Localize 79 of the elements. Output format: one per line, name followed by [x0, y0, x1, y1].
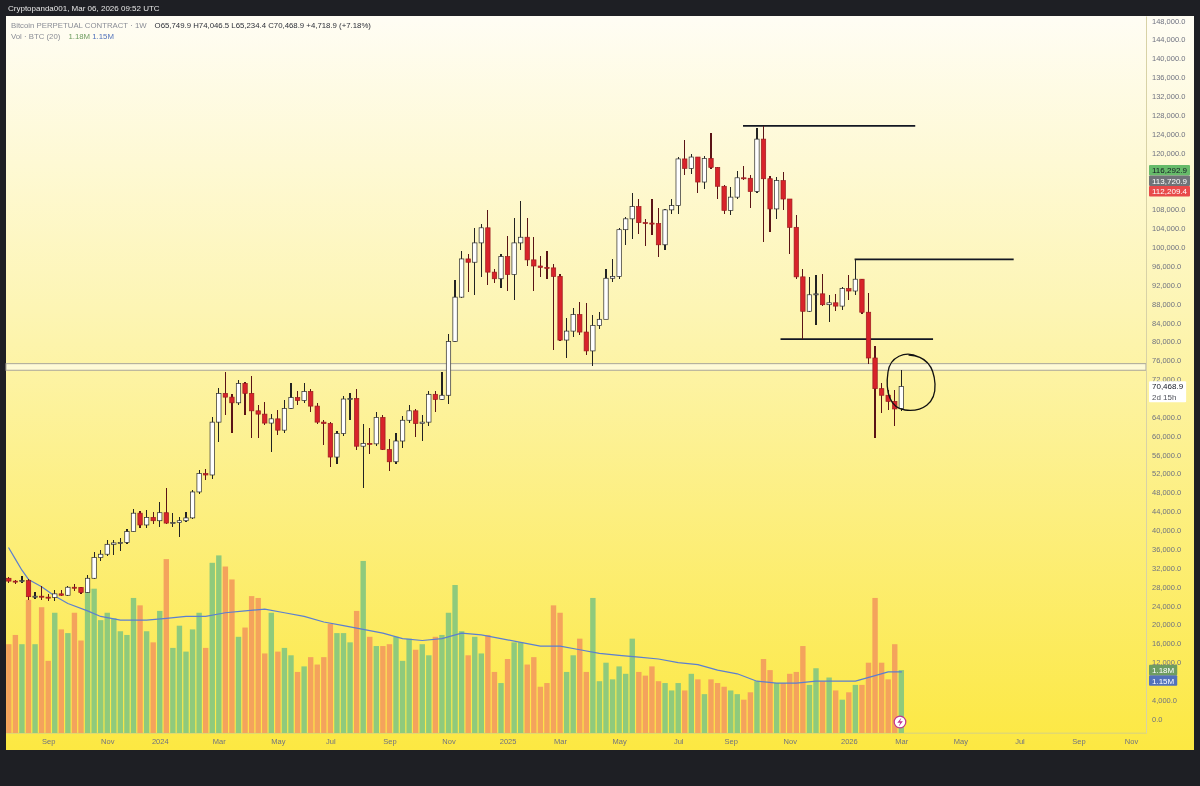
bar [360, 560, 366, 733]
candlestick [432, 390, 438, 413]
bar [465, 655, 471, 733]
candlestick [367, 427, 373, 455]
bar [32, 644, 38, 733]
candlestick [360, 422, 366, 489]
candlestick [32, 591, 38, 600]
text: 116,292.9 [1152, 166, 1188, 176]
bar [583, 671, 590, 733]
bar [19, 644, 25, 733]
bar [498, 683, 504, 733]
text: 70,468.9 [1152, 382, 1184, 392]
candlestick [852, 258, 858, 296]
candlestick [498, 253, 504, 289]
bar [754, 681, 760, 733]
candlestick [846, 274, 852, 302]
candlestick [25, 578, 32, 601]
bar [695, 679, 701, 733]
bar [137, 605, 143, 733]
candlestick [235, 379, 242, 406]
bar [629, 638, 635, 733]
text: 2d 15h [1152, 392, 1177, 402]
candlestick [898, 368, 904, 412]
bar [275, 651, 281, 733]
candlestick [157, 501, 163, 528]
bar [294, 671, 301, 733]
bar [819, 681, 826, 733]
bar [432, 636, 439, 733]
bar [504, 659, 511, 733]
bar [577, 638, 583, 733]
bar [163, 559, 170, 733]
candlestick [301, 382, 307, 404]
candlestick [465, 253, 471, 293]
bar [734, 694, 740, 733]
bar [373, 646, 380, 733]
bar [472, 636, 478, 733]
candlestick [826, 294, 832, 323]
candlestick [820, 273, 826, 307]
bar [682, 690, 688, 733]
bar [235, 636, 242, 733]
bar [52, 612, 58, 733]
bar [412, 649, 419, 733]
bar [353, 610, 360, 733]
bar [773, 683, 780, 733]
candlestick [505, 235, 511, 293]
text: 112,209.4 [1152, 187, 1188, 197]
bar [727, 690, 734, 733]
text: 1.18M [1152, 666, 1175, 675]
bar [25, 599, 32, 733]
bar [701, 694, 708, 733]
bar [58, 629, 65, 733]
bar [202, 647, 209, 733]
candlestick [413, 408, 419, 438]
candlestick [19, 575, 25, 585]
bar [143, 631, 150, 733]
bar [367, 636, 373, 733]
candlestick [688, 153, 694, 175]
text: Cryptopanda001, Mar 06, 2026 09:52 UTC [8, 4, 160, 13]
bar [826, 677, 832, 733]
text: 1.15M [1152, 676, 1175, 686]
bar [307, 657, 314, 733]
bar [157, 610, 163, 733]
text: 113,720.9 [1152, 176, 1188, 186]
candlestick [275, 409, 281, 436]
bar [150, 642, 156, 733]
bar [852, 684, 859, 733]
bar [688, 673, 695, 733]
candlestick [701, 155, 707, 190]
candlestick [163, 487, 169, 525]
candlestick [682, 138, 688, 176]
bar [832, 690, 839, 733]
bar [268, 612, 275, 733]
bar [301, 666, 307, 733]
bar [65, 633, 71, 733]
bar [478, 653, 485, 733]
bar [839, 699, 845, 733]
candlestick [839, 286, 845, 311]
candlestick [268, 413, 274, 453]
bar [846, 692, 852, 733]
